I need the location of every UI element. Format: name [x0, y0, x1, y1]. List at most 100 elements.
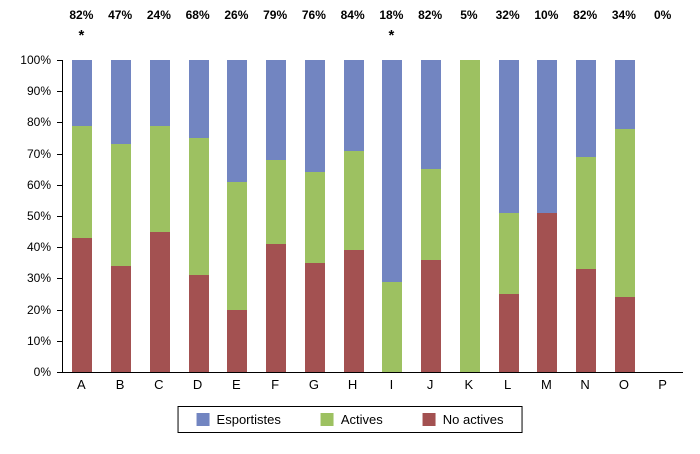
- significance-asterisk: [178, 27, 217, 45]
- y-axis: 100% 90% 80% 70% 60% 50% 40% 30% 20% 10% 0%: [0, 53, 62, 379]
- significance-asterisk: [566, 27, 605, 45]
- stacked-bar: [382, 60, 403, 372]
- y-axis-tick: [57, 153, 62, 155]
- significance-asterisk: [605, 27, 644, 45]
- y-axis-tick: [57, 309, 62, 311]
- stacked-bar: [459, 60, 480, 372]
- segment-esportistes: [421, 60, 442, 170]
- bar-O: [606, 60, 645, 372]
- y-axis-tick-label: 40%: [26, 240, 51, 255]
- segment-actives: [343, 150, 364, 251]
- segment-no-actives: [149, 231, 170, 372]
- x-axis-label: I: [389, 377, 394, 392]
- segment-actives: [149, 125, 170, 232]
- legend-item-actives: Actives: [320, 412, 383, 427]
- asterisk-row: * *: [62, 27, 682, 45]
- y-axis-tick-label: 100%: [20, 53, 51, 67]
- segment-esportistes: [343, 60, 364, 151]
- segment-no-actives: [421, 259, 442, 372]
- stacked-bar: [614, 60, 635, 372]
- bar-B: [102, 60, 141, 372]
- top-percentage-label: 76%: [301, 8, 326, 22]
- significance-asterisk: [295, 27, 334, 45]
- x-axis-label: B: [115, 377, 125, 392]
- significance-asterisk: [333, 27, 372, 45]
- y-axis-tick: [57, 60, 62, 61]
- top-percentage-label: 79%: [263, 8, 288, 22]
- segment-esportistes: [111, 60, 132, 145]
- y-axis-tick: [57, 216, 62, 217]
- y-axis-tick: [57, 184, 62, 186]
- top-percentage-label: 84%: [340, 8, 365, 22]
- x-axis-label: C: [154, 377, 164, 392]
- segment-esportistes: [188, 60, 209, 139]
- x-axis-label: L: [504, 377, 512, 392]
- significance-asterisk: [450, 27, 489, 45]
- stacked-bar: [149, 60, 170, 372]
- top-percentage-label: 32%: [495, 8, 520, 22]
- x-axis-label: P: [658, 377, 667, 392]
- segment-no-actives: [304, 262, 325, 372]
- legend-swatch: [422, 413, 436, 426]
- x-axis-label: J: [426, 377, 434, 392]
- segment-actives: [188, 138, 209, 276]
- bar-P: [644, 60, 683, 372]
- segment-no-actives: [111, 265, 132, 372]
- legend: Esportistes Actives No actives: [177, 406, 523, 433]
- segment-no-actives: [498, 294, 519, 372]
- y-axis-tick: [57, 247, 62, 249]
- significance-asterisk: [256, 27, 295, 45]
- y-axis-tick-label: 30%: [26, 271, 51, 286]
- x-axis-label: M: [540, 377, 552, 392]
- segment-no-actives: [537, 212, 558, 372]
- y-axis-tick: [57, 372, 62, 373]
- significance-asterisk: [643, 27, 682, 45]
- x-axis-label: K: [464, 377, 474, 392]
- legend-swatch: [196, 413, 210, 426]
- top-percentage-label: 26%: [224, 8, 249, 22]
- top-percentage-label: 68%: [185, 8, 210, 22]
- top-percentage-label: 10%: [534, 8, 559, 22]
- segment-esportistes: [614, 60, 635, 129]
- segment-no-actives: [266, 244, 287, 372]
- bar-F: [257, 60, 296, 372]
- bar-I: [373, 60, 412, 372]
- legend-label: Actives: [340, 412, 383, 427]
- top-percentage-label: 34%: [611, 8, 636, 22]
- segment-actives: [382, 281, 403, 372]
- x-axis-label: G: [308, 377, 319, 392]
- top-percentage-labels: 82% 47% 24% 68% 26% 79% 76% 84% 18% 82% 5% 32% 10% 82…: [62, 8, 682, 22]
- top-percentage-label: 82%: [573, 8, 598, 22]
- x-axis-label: F: [271, 377, 280, 392]
- y-axis-tick: [57, 340, 62, 342]
- bar-M: [528, 60, 567, 372]
- bar-C: [141, 60, 180, 372]
- segment-esportistes: [498, 60, 519, 213]
- legend-label: Esportistes: [216, 412, 281, 427]
- top-percentage-label: 82%: [418, 8, 443, 22]
- y-axis-tick-label: 0%: [33, 365, 51, 379]
- significance-asterisk: [488, 27, 527, 45]
- x-axis-label: N: [580, 377, 590, 392]
- x-axis-label: D: [192, 377, 203, 392]
- segment-esportistes: [537, 60, 558, 213]
- segment-no-actives: [72, 237, 93, 372]
- top-percentage-label: 5%: [460, 8, 478, 22]
- segment-actives: [576, 156, 597, 270]
- top-percentage-label: 0%: [653, 8, 672, 22]
- segment-no-actives: [576, 269, 597, 372]
- significance-asterisk: *: [388, 27, 395, 44]
- segment-actives: [266, 159, 287, 245]
- segment-no-actives: [343, 250, 364, 372]
- bar-J: [412, 60, 451, 372]
- stacked-bar: [227, 60, 248, 372]
- significance-asterisk: [140, 27, 179, 45]
- y-axis-tick-label: 10%: [26, 333, 51, 348]
- segment-esportistes: [149, 60, 170, 126]
- top-percentage-label: 18%: [379, 8, 404, 22]
- legend-swatch: [320, 413, 334, 426]
- y-axis-tick-label: 90%: [26, 84, 51, 99]
- stacked-bar: [498, 60, 519, 372]
- segment-actives: [111, 144, 132, 266]
